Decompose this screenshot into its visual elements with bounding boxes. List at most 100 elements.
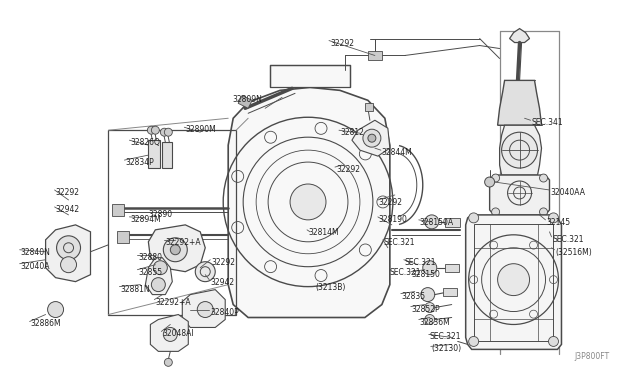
Circle shape bbox=[425, 302, 435, 312]
Text: 32292: 32292 bbox=[330, 39, 354, 48]
Polygon shape bbox=[238, 95, 252, 108]
Text: 32292: 32292 bbox=[211, 258, 236, 267]
Text: 32844M: 32844M bbox=[382, 148, 413, 157]
Text: J3P800FT: J3P800FT bbox=[574, 352, 609, 361]
Polygon shape bbox=[148, 225, 205, 272]
Circle shape bbox=[548, 213, 559, 223]
Text: 32826Q: 32826Q bbox=[131, 138, 160, 147]
Text: (32516M): (32516M) bbox=[556, 248, 592, 257]
Text: 32840P: 32840P bbox=[210, 308, 239, 317]
Circle shape bbox=[61, 257, 77, 273]
Circle shape bbox=[47, 302, 63, 318]
Text: (3213B): (3213B) bbox=[315, 283, 346, 292]
Polygon shape bbox=[498, 80, 541, 125]
Circle shape bbox=[154, 261, 167, 275]
Bar bbox=[148, 140, 161, 168]
Circle shape bbox=[147, 126, 156, 134]
Polygon shape bbox=[150, 314, 188, 352]
Circle shape bbox=[468, 336, 479, 346]
Circle shape bbox=[152, 126, 159, 134]
Bar bbox=[365, 103, 373, 111]
Circle shape bbox=[363, 129, 381, 147]
Bar bbox=[445, 218, 460, 227]
Text: 32292: 32292 bbox=[336, 165, 360, 174]
Circle shape bbox=[163, 327, 177, 341]
Bar bbox=[443, 288, 457, 296]
Circle shape bbox=[163, 238, 188, 262]
Text: 32809N: 32809N bbox=[232, 95, 262, 104]
Text: 328150: 328150 bbox=[412, 270, 441, 279]
Text: 32040AA: 32040AA bbox=[550, 188, 586, 197]
Circle shape bbox=[152, 278, 165, 292]
Text: 32881N: 32881N bbox=[120, 285, 150, 294]
Bar bbox=[113, 204, 124, 216]
Circle shape bbox=[502, 132, 538, 168]
Bar bbox=[368, 51, 382, 61]
Circle shape bbox=[170, 245, 180, 255]
Circle shape bbox=[423, 261, 436, 275]
Text: 32852P: 32852P bbox=[412, 305, 440, 314]
Circle shape bbox=[290, 184, 326, 220]
Bar bbox=[163, 142, 172, 168]
Text: 328150A: 328150A bbox=[420, 218, 454, 227]
Polygon shape bbox=[490, 175, 550, 215]
Circle shape bbox=[164, 128, 172, 136]
Polygon shape bbox=[228, 87, 390, 318]
Polygon shape bbox=[500, 125, 541, 175]
Text: 32942: 32942 bbox=[56, 205, 80, 214]
Bar bbox=[445, 264, 459, 272]
Text: SEC.321: SEC.321 bbox=[552, 235, 584, 244]
Text: 32840N: 32840N bbox=[20, 248, 51, 257]
Text: 32814M: 32814M bbox=[308, 228, 339, 237]
Text: 32145: 32145 bbox=[547, 218, 571, 227]
Circle shape bbox=[484, 177, 495, 187]
Circle shape bbox=[161, 128, 168, 136]
Text: SEC.321: SEC.321 bbox=[384, 238, 415, 247]
Circle shape bbox=[164, 358, 172, 366]
Text: 32292+A: 32292+A bbox=[165, 238, 201, 247]
Text: 32894M: 32894M bbox=[131, 215, 161, 224]
Circle shape bbox=[548, 336, 559, 346]
Circle shape bbox=[468, 213, 479, 223]
Polygon shape bbox=[466, 215, 561, 349]
Text: 32292: 32292 bbox=[379, 198, 403, 207]
Text: 32835: 32835 bbox=[402, 292, 426, 301]
Text: 32292+A: 32292+A bbox=[156, 298, 191, 307]
Text: 32292: 32292 bbox=[56, 188, 79, 197]
Polygon shape bbox=[145, 258, 172, 295]
Circle shape bbox=[492, 174, 500, 182]
Polygon shape bbox=[45, 225, 90, 282]
Text: SEC.321: SEC.321 bbox=[390, 268, 421, 277]
Text: SEC.341: SEC.341 bbox=[532, 118, 563, 127]
Bar bbox=[108, 130, 236, 314]
Circle shape bbox=[492, 208, 500, 216]
Text: 32886M: 32886M bbox=[31, 320, 61, 328]
Circle shape bbox=[425, 314, 435, 324]
Bar bbox=[474, 224, 554, 341]
Circle shape bbox=[368, 134, 376, 142]
Circle shape bbox=[540, 208, 547, 216]
Text: 32834P: 32834P bbox=[125, 158, 154, 167]
Polygon shape bbox=[509, 29, 529, 42]
Circle shape bbox=[425, 215, 439, 229]
Text: 32890: 32890 bbox=[148, 210, 173, 219]
Text: 32836M: 32836M bbox=[420, 318, 451, 327]
Circle shape bbox=[197, 302, 213, 318]
Text: 32048AI: 32048AI bbox=[163, 330, 194, 339]
Text: 32812: 32812 bbox=[340, 128, 364, 137]
Circle shape bbox=[540, 174, 547, 182]
Text: SEC.321: SEC.321 bbox=[430, 333, 461, 341]
Polygon shape bbox=[270, 65, 350, 87]
Text: 328190: 328190 bbox=[379, 215, 408, 224]
Text: SEC.321: SEC.321 bbox=[405, 258, 436, 267]
Polygon shape bbox=[352, 120, 390, 156]
Text: 32880: 32880 bbox=[138, 253, 163, 262]
Text: 32040A: 32040A bbox=[20, 262, 50, 271]
Text: 32855: 32855 bbox=[138, 268, 163, 277]
Text: 32942: 32942 bbox=[210, 278, 234, 287]
Circle shape bbox=[195, 262, 215, 282]
Circle shape bbox=[420, 288, 435, 302]
Text: (32130): (32130) bbox=[432, 344, 462, 353]
Circle shape bbox=[498, 264, 529, 296]
Circle shape bbox=[56, 236, 81, 260]
